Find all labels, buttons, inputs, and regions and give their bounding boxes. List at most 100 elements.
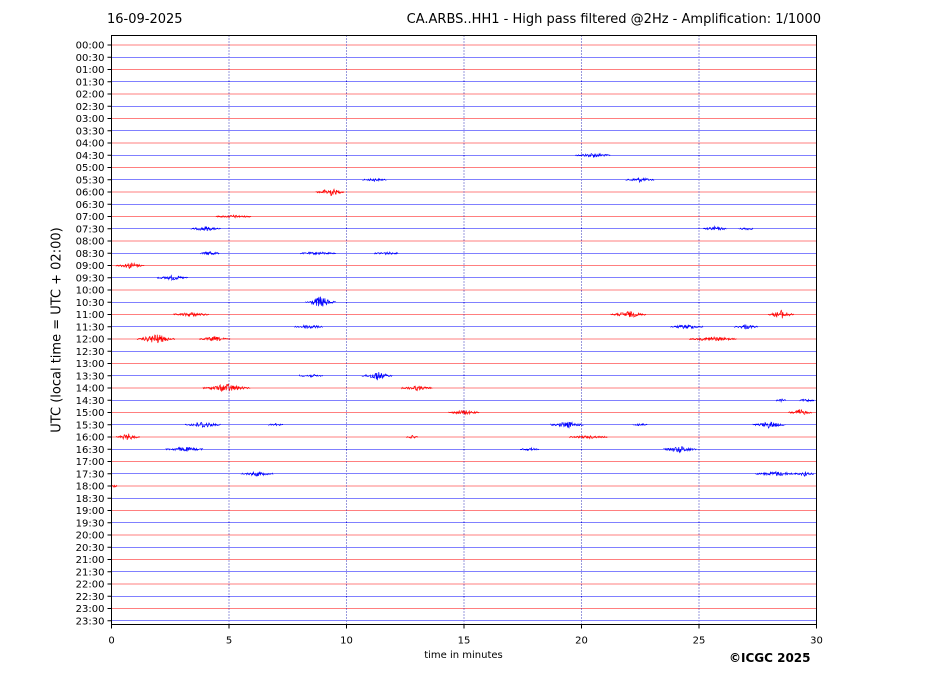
- y-tick-label: 00:00: [76, 41, 105, 52]
- y-tick-label: 05:30: [76, 175, 105, 186]
- y-tick-label: 03:00: [76, 114, 105, 125]
- y-tick-label: 19:00: [76, 506, 105, 517]
- y-tick-label: 14:00: [76, 384, 105, 395]
- date-label: 16-09-2025: [107, 12, 183, 27]
- seismic-event-21: [199, 335, 231, 342]
- y-tick-label: 15:30: [76, 420, 105, 431]
- seismic-event-1: [362, 177, 387, 183]
- y-tick-label: 10:00: [76, 286, 105, 297]
- seismic-event-12: [156, 274, 188, 282]
- y-tick-label: 20:00: [76, 531, 105, 542]
- seismic-event-17: [294, 324, 323, 330]
- y-tick-label: 13:30: [76, 371, 105, 382]
- y-tick-label: 07:30: [76, 224, 105, 235]
- seismic-event-14: [173, 311, 210, 318]
- y-tick-label: 17:30: [76, 469, 105, 480]
- seismic-event-37: [406, 434, 419, 439]
- y-tick-label: 11:30: [76, 322, 105, 333]
- seismic-event-19: [733, 324, 759, 330]
- x-tick-label: 30: [810, 636, 823, 647]
- seismic-event-22: [689, 336, 737, 342]
- y-tick-label: 04:30: [76, 151, 105, 162]
- y-tick-label: 20:30: [76, 543, 105, 554]
- seismic-event-32: [268, 423, 284, 427]
- y-tick-label: 01:30: [76, 77, 105, 88]
- x-tick-label: 10: [340, 636, 353, 647]
- seismic-event-18: [670, 324, 704, 330]
- vertical-gridlines: [228, 35, 700, 625]
- seismic-event-30: [788, 409, 812, 415]
- seismic-event-36: [115, 433, 140, 441]
- x-tick-label: 20: [575, 636, 588, 647]
- x-tick-label: 25: [693, 636, 706, 647]
- x-axis-label-text: time in minutes: [424, 650, 503, 661]
- seismic-event-31: [185, 421, 221, 429]
- seismic-event-38: [569, 435, 608, 440]
- y-tick-label: 07:00: [76, 212, 105, 223]
- y-tick-label: 02:30: [76, 102, 105, 113]
- y-tick-label: 14:30: [76, 396, 105, 407]
- y-tick-label: 15:00: [76, 408, 105, 419]
- seismic-event-11: [115, 262, 145, 269]
- seismic-event-25: [202, 383, 251, 393]
- seismic-event-27: [776, 398, 786, 403]
- seismic-event-45: [111, 484, 118, 489]
- y-tick-label: 03:30: [76, 126, 105, 137]
- y-tick-label: 22:30: [76, 592, 105, 603]
- seismic-event-0: [575, 152, 611, 158]
- y-tick-label: 08:00: [76, 237, 105, 248]
- seismic-event-28: [799, 398, 815, 403]
- y-tick-label: 23:00: [76, 604, 105, 615]
- y-tick-label: 16:00: [76, 433, 105, 444]
- y-tick-label: 09:00: [76, 261, 105, 272]
- seismic-event-39: [165, 446, 204, 452]
- y-tick-label: 05:00: [76, 163, 105, 174]
- y-tick-label: 04:00: [76, 139, 105, 150]
- y-tick-label: 09:30: [76, 273, 105, 284]
- copyright-label: ©ICGC 2025: [729, 651, 811, 665]
- seismic-event-26: [401, 385, 433, 392]
- y-tick-label: 06:00: [76, 188, 105, 199]
- seismic-event-15: [610, 310, 647, 319]
- seismic-event-3: [315, 188, 345, 197]
- seismic-event-2: [625, 176, 655, 184]
- y-tick-label: 21:00: [76, 555, 105, 566]
- y-tick-label: 10:30: [76, 298, 105, 309]
- y-tick-label: 22:00: [76, 580, 105, 591]
- seismic-event-33: [550, 421, 584, 429]
- y-tick-label: 18:30: [76, 494, 105, 505]
- seismic-event-23: [361, 371, 393, 381]
- seismic-event-24: [299, 373, 324, 378]
- y-tick-label: 12:00: [76, 335, 105, 346]
- y-tick-label: 19:30: [76, 518, 105, 529]
- seismic-event-6: [703, 225, 728, 231]
- y-tick-label: 17:00: [76, 457, 105, 468]
- seismic-event-20: [136, 334, 175, 344]
- seismic-event-13: [305, 296, 337, 307]
- x-tick-label: 15: [458, 636, 471, 647]
- y-tick-label: 02:00: [76, 90, 105, 101]
- seismic-event-7: [738, 227, 754, 231]
- y-tick-label: 00:30: [76, 53, 105, 64]
- seismic-event-40: [520, 446, 540, 452]
- y-tick-label: 21:30: [76, 567, 105, 578]
- x-tick-label: 5: [226, 636, 232, 647]
- x-axis: 0 5 10 15 20 25 30: [108, 624, 823, 647]
- seismic-event-44: [795, 471, 815, 477]
- seismic-event-10: [374, 251, 399, 256]
- seismic-event-34: [632, 422, 648, 427]
- seismic-event-9: [300, 251, 336, 256]
- y-tick-label: 13:00: [76, 359, 105, 370]
- y-tick-label: 06:30: [76, 200, 105, 211]
- seismic-event-35: [752, 421, 786, 429]
- seismic-event-4: [215, 214, 252, 219]
- x-tick-label: 0: [108, 636, 114, 647]
- seismic-event-43: [755, 470, 798, 477]
- y-tick-label: 23:30: [76, 616, 105, 627]
- y-tick-label: 11:00: [76, 310, 105, 321]
- y-tick-label: 18:00: [76, 482, 105, 493]
- seismic-event-8: [200, 250, 220, 256]
- x-axis-label: time in minutes: [0, 650, 927, 661]
